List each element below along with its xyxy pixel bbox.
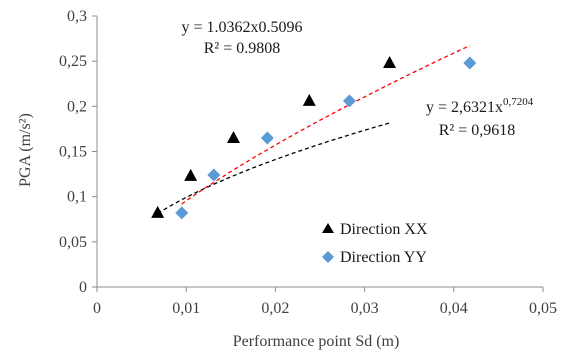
trendline-xx-r2: R² = 0.9808	[204, 40, 281, 57]
legend-label-xx: Direction XX	[340, 221, 428, 238]
trendline-yy-equation: y = 2,6321x0,7204	[426, 96, 534, 116]
data-point-xx	[226, 130, 240, 143]
data-points	[151, 55, 477, 220]
trendline-xx-equation: y = 1.0362x0.5096	[181, 19, 302, 36]
trendline-yy-r2: R² = 0,9618	[439, 122, 516, 139]
x-tick-label: 0	[93, 300, 101, 317]
y-tick-label: 0,15	[59, 144, 87, 161]
y-tick-label: 0,2	[67, 98, 87, 115]
x-axis-title: Performance point Sd (m)	[233, 333, 400, 350]
trendline-yy-equation-base: y = 2,6321x	[426, 99, 503, 116]
y-tick-label: 0,3	[67, 8, 87, 25]
y-ticks: 0 0,05 0,1 0,15 0,2 0,25 0,3	[59, 8, 97, 296]
plot-area: 0 0,01 0,02 0,03 0,04 0,05 0 0,05 0,1 0,15 0,2 0,2…	[59, 8, 557, 317]
x-tick-label: 0,05	[529, 300, 557, 317]
data-point-yy	[207, 168, 221, 182]
x-ticks: 0 0,01 0,02 0,03 0,04 0,05	[93, 287, 557, 317]
legend: Direction XX Direction YY	[322, 221, 428, 266]
y-axis-title: PGA (m/s²)	[17, 113, 34, 187]
y-tick-label: 0,1	[67, 189, 87, 206]
y-tick-label: 0,25	[59, 53, 87, 70]
data-point-xx	[302, 93, 316, 106]
data-point-yy	[463, 56, 477, 70]
data-point-yy	[175, 206, 189, 220]
y-tick-label: 0,05	[59, 234, 87, 251]
data-point-xx	[383, 55, 397, 68]
data-point-yy	[260, 131, 274, 145]
data-point-xx	[151, 205, 165, 218]
legend-marker-yy	[322, 251, 334, 263]
x-tick-label: 0,04	[440, 300, 468, 317]
x-tick-label: 0,02	[261, 300, 289, 317]
data-point-xx	[184, 168, 198, 181]
legend-label-yy: Direction YY	[340, 249, 427, 266]
trendline-yy	[181, 44, 471, 205]
x-tick-label: 0,01	[172, 300, 200, 317]
x-tick-label: 0,03	[351, 300, 379, 317]
legend-marker-xx	[322, 223, 334, 233]
y-tick-label: 0	[79, 279, 87, 296]
trendline-xx	[157, 122, 390, 214]
trendlines	[157, 44, 471, 214]
data-point-yy	[342, 94, 356, 108]
trendline-yy-equation-exponent: 0,7204	[503, 96, 534, 108]
